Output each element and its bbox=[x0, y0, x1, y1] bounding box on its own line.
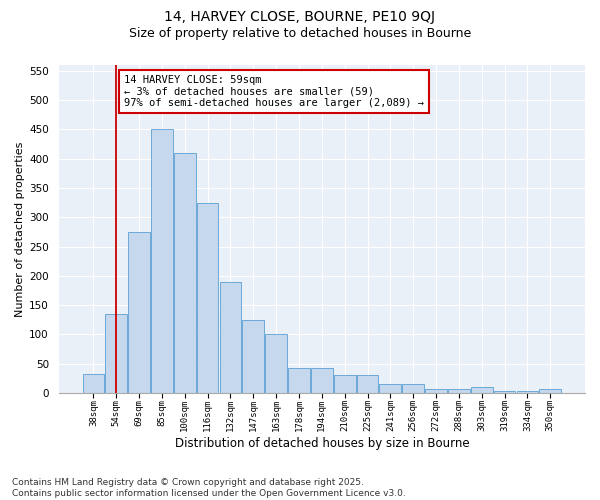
Text: 14, HARVEY CLOSE, BOURNE, PE10 9QJ: 14, HARVEY CLOSE, BOURNE, PE10 9QJ bbox=[164, 10, 436, 24]
Bar bbox=[83, 374, 104, 393]
Bar bbox=[471, 387, 493, 393]
Text: 14 HARVEY CLOSE: 59sqm
← 3% of detached houses are smaller (59)
97% of semi-deta: 14 HARVEY CLOSE: 59sqm ← 3% of detached … bbox=[124, 75, 424, 108]
Bar bbox=[517, 391, 538, 393]
Bar bbox=[242, 320, 264, 393]
Text: Contains HM Land Registry data © Crown copyright and database right 2025.
Contai: Contains HM Land Registry data © Crown c… bbox=[12, 478, 406, 498]
Bar bbox=[288, 368, 310, 393]
Bar bbox=[174, 153, 196, 393]
Bar bbox=[220, 282, 241, 393]
Bar bbox=[197, 202, 218, 393]
Bar bbox=[403, 384, 424, 393]
X-axis label: Distribution of detached houses by size in Bourne: Distribution of detached houses by size … bbox=[175, 437, 469, 450]
Bar bbox=[151, 130, 173, 393]
Bar bbox=[539, 389, 561, 393]
Bar bbox=[379, 384, 401, 393]
Bar bbox=[425, 389, 447, 393]
Bar bbox=[334, 376, 356, 393]
Bar bbox=[128, 232, 150, 393]
Bar bbox=[494, 390, 515, 393]
Text: Size of property relative to detached houses in Bourne: Size of property relative to detached ho… bbox=[129, 28, 471, 40]
Bar bbox=[106, 314, 127, 393]
Bar bbox=[265, 334, 287, 393]
Bar bbox=[311, 368, 332, 393]
Bar bbox=[448, 389, 470, 393]
Y-axis label: Number of detached properties: Number of detached properties bbox=[15, 142, 25, 316]
Bar bbox=[356, 376, 379, 393]
